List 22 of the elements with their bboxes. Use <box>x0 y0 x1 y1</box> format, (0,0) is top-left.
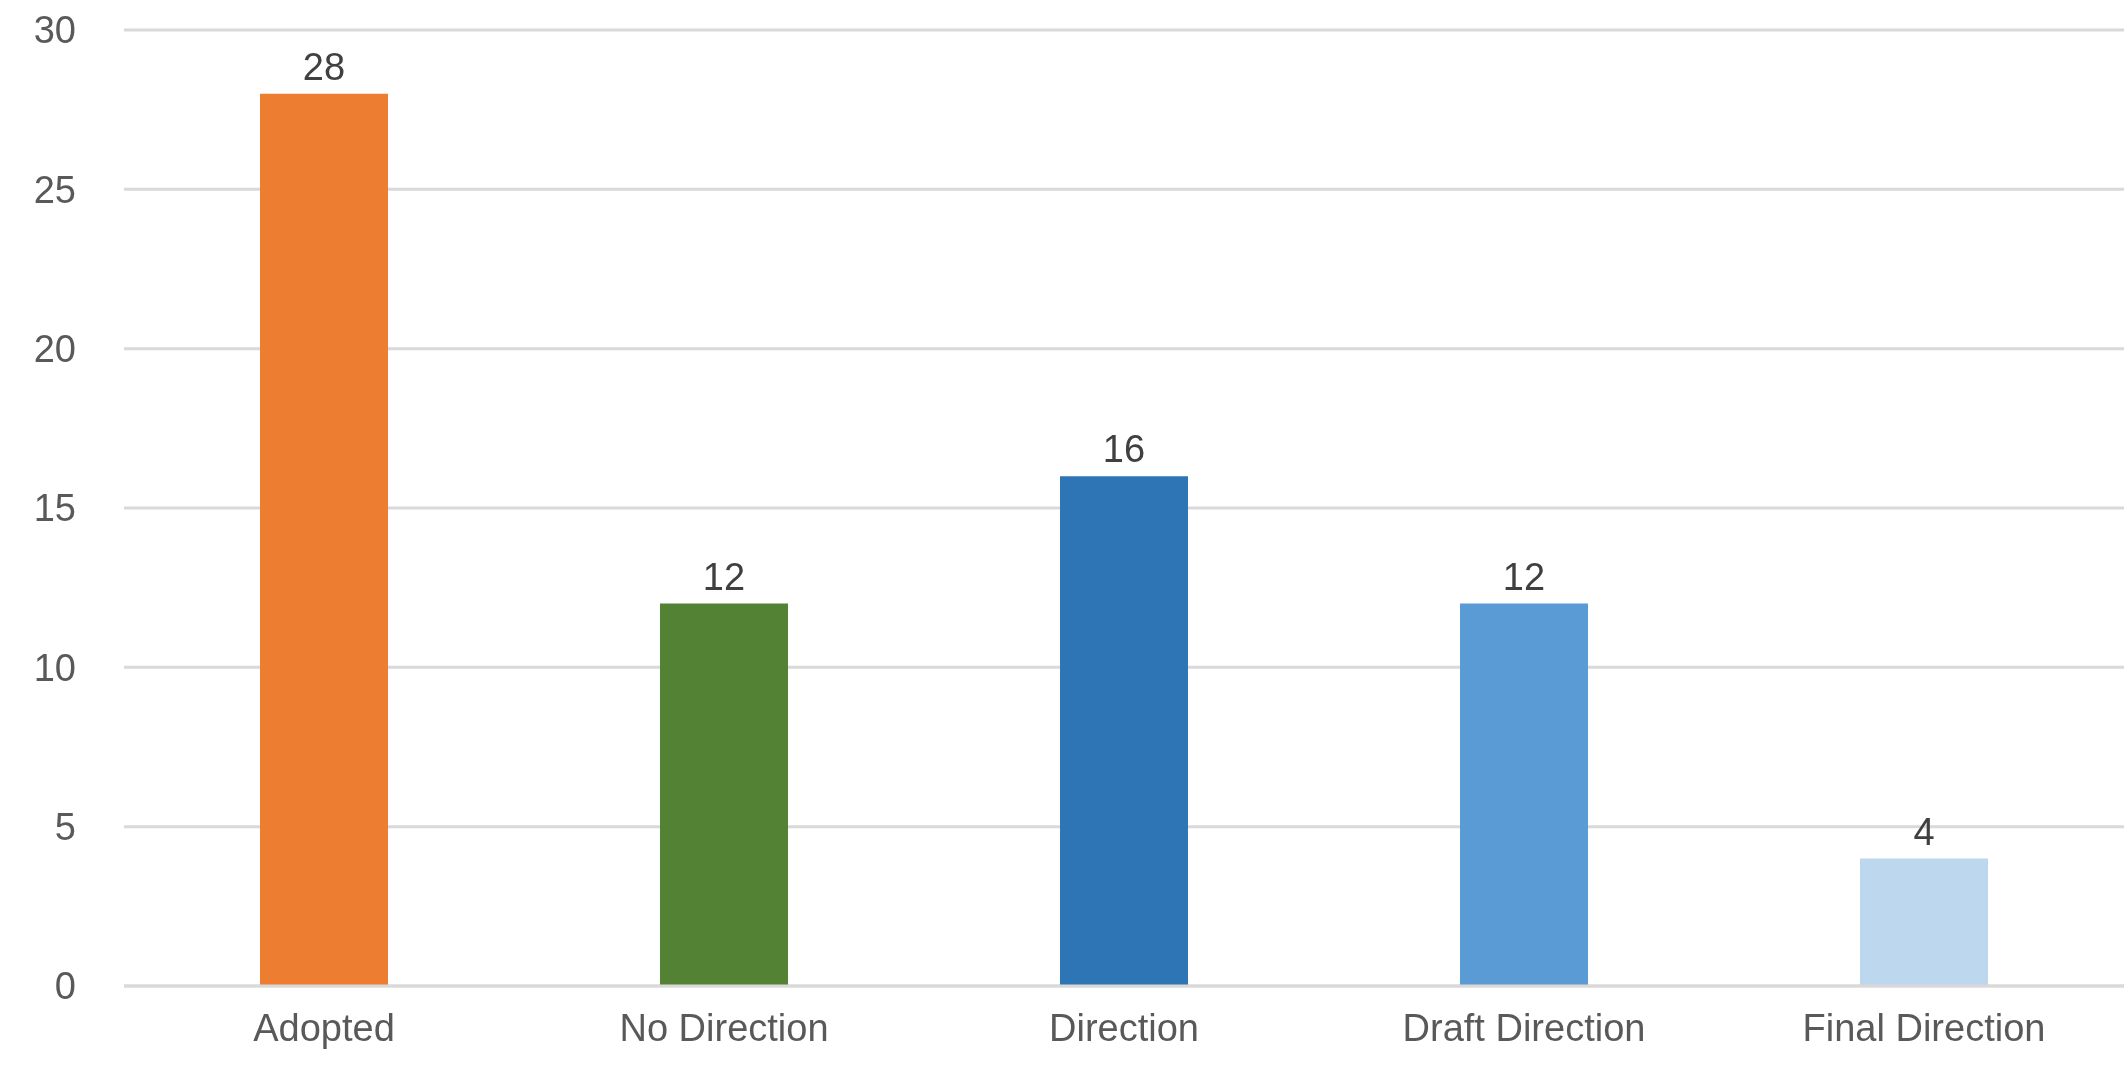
x-tick-label: Adopted <box>253 1006 395 1049</box>
bar <box>1060 476 1188 986</box>
y-tick-label: 20 <box>33 328 76 371</box>
data-label: 28 <box>302 45 346 88</box>
data-label: 4 <box>1913 810 1935 853</box>
x-tick-label: Final Direction <box>1802 1006 2046 1049</box>
bar <box>1860 858 1988 986</box>
x-tick-label: No Direction <box>619 1006 829 1049</box>
data-label: 16 <box>1102 428 1146 471</box>
x-tick-label: Draft Direction <box>1402 1006 1646 1049</box>
y-tick-label: 10 <box>33 646 76 689</box>
y-tick-label: 15 <box>33 487 76 530</box>
y-tick-label: 0 <box>54 965 76 1008</box>
x-tick-label: Direction <box>1049 1006 1199 1049</box>
data-label: 12 <box>1502 555 1546 598</box>
y-tick-label: 5 <box>54 806 76 849</box>
bar <box>260 93 388 986</box>
y-tick-label: 30 <box>33 9 76 52</box>
y-tick-label: 25 <box>33 168 76 211</box>
bar <box>660 603 788 986</box>
data-label: 12 <box>702 555 746 598</box>
bar <box>1460 603 1588 986</box>
